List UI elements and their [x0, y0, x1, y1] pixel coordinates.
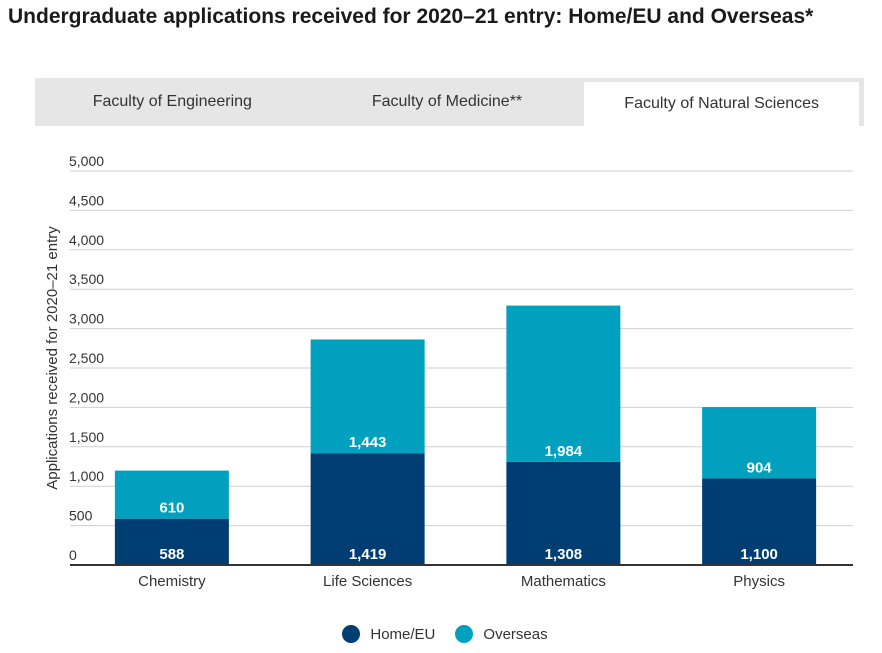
- chart-legend: Home/EU Overseas: [0, 622, 882, 646]
- y-tick-label: 1,500: [69, 429, 104, 445]
- stacked-bar-chart: 0 500 1,000 1,500 2,000 2,500 3,000 3,500 4,000 4…: [44, 153, 853, 590]
- y-tick-label: 2,500: [69, 350, 104, 366]
- faculty-tabs: Faculty of Engineering Faculty of Medici…: [35, 78, 864, 126]
- bar-value-label: 1,100: [740, 546, 778, 563]
- y-tick-label: 3,500: [69, 271, 104, 287]
- bar-overseas-life-sciences: [310, 339, 425, 454]
- bar-home-eu-mathematics: [506, 461, 621, 565]
- bar-value-label: 588: [159, 546, 184, 563]
- x-tick-label: Mathematics: [521, 573, 606, 590]
- legend-swatch-overseas: [455, 625, 474, 643]
- x-tick-label: Physics: [733, 573, 785, 590]
- bar-value-label: 904: [747, 459, 773, 476]
- tab-faculty-of-medicine[interactable]: Faculty of Medicine**: [371, 93, 523, 110]
- bar-overseas-physics: [702, 407, 817, 479]
- y-tick-label: 4,500: [69, 192, 104, 208]
- page-title: Undergraduate applications received for …: [8, 5, 814, 28]
- bar-value-label: 610: [159, 500, 184, 517]
- bar-value-label: 1,984: [545, 443, 583, 460]
- bar-overseas-chemistry: [114, 470, 229, 519]
- legend-item-home-eu[interactable]: Home/EU: [342, 625, 435, 643]
- bar-overseas-mathematics: [506, 305, 621, 462]
- y-tick-label: 3,000: [69, 311, 104, 327]
- legend-label-overseas: Overseas: [483, 625, 548, 643]
- y-tick-label: 0: [69, 547, 77, 563]
- y-tick-label: 5,000: [69, 153, 104, 169]
- y-axis-title: Applications received for 2020–21 entry: [44, 226, 61, 490]
- tab-faculty-of-engineering[interactable]: Faculty of Engineering: [92, 93, 252, 110]
- tab-faculty-of-natural-sciences[interactable]: Faculty of Natural Sciences: [584, 82, 860, 126]
- bar-home-eu-chemistry: [114, 518, 229, 565]
- bar-home-eu-physics: [702, 478, 817, 565]
- bar-value-label: 1,419: [349, 546, 387, 563]
- x-tick-label: Life Sciences: [323, 573, 412, 590]
- y-tick-label: 4,000: [69, 232, 104, 248]
- y-tick-label: 1,000: [69, 468, 104, 484]
- bar-value-label: 1,443: [349, 434, 387, 451]
- legend-item-overseas[interactable]: Overseas: [455, 625, 548, 643]
- legend-swatch-home-eu: [342, 625, 361, 643]
- bar-value-label: 1,308: [545, 546, 583, 563]
- legend-label-home-eu: Home/EU: [370, 625, 436, 643]
- y-tick-label: 2,000: [69, 389, 104, 405]
- y-tick-label: 500: [69, 508, 93, 524]
- bar-home-eu-life-sciences: [310, 453, 425, 565]
- x-tick-label: Chemistry: [138, 573, 206, 590]
